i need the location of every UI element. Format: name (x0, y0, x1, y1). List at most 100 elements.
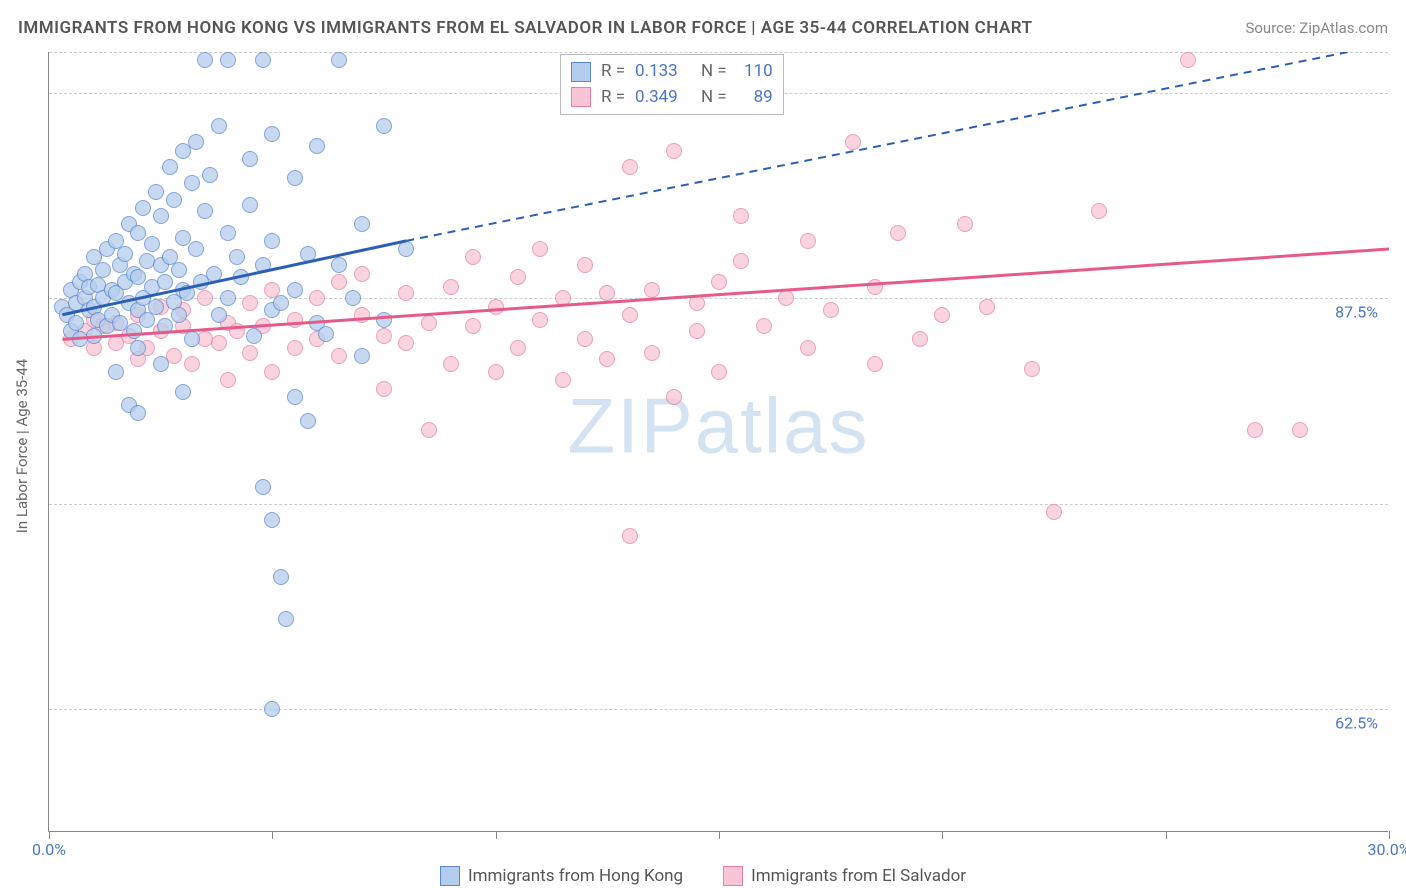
series-legend: Immigrants from Hong Kong Immigrants from… (0, 866, 1406, 886)
scatter-point-es (957, 216, 973, 232)
source-label: Source: ZipAtlas.com (1245, 19, 1388, 37)
scatter-point-hk (95, 262, 111, 278)
scatter-point-es (823, 302, 839, 318)
scatter-point-hk (287, 389, 303, 405)
scatter-point-es (264, 364, 280, 380)
legend-n-value: 110 (737, 59, 773, 85)
scatter-point-hk (175, 230, 191, 246)
correlation-legend: R =0.133N =110R =0.349N =89 (560, 54, 784, 115)
scatter-point-es (867, 356, 883, 372)
scatter-point-hk (211, 307, 227, 323)
scatter-point-hk (108, 364, 124, 380)
x-tick-mark (942, 831, 943, 839)
plot-area: ZIPatlas 62.5%87.5%0.0%30.0% (48, 52, 1388, 832)
title-bar: IMMIGRANTS FROM HONG KONG VS IMMIGRANTS … (18, 18, 1388, 38)
scatter-point-es (287, 340, 303, 356)
scatter-point-hk (331, 52, 347, 68)
scatter-point-hk (376, 312, 392, 328)
gridline-horizontal (49, 504, 1388, 505)
scatter-point-hk (398, 241, 414, 257)
scatter-point-hk (278, 611, 294, 627)
scatter-point-hk (300, 246, 316, 262)
scatter-point-es (376, 328, 392, 344)
scatter-point-es (510, 269, 526, 285)
scatter-point-es (488, 299, 504, 315)
legend-swatch (440, 866, 460, 886)
scatter-point-hk (130, 340, 146, 356)
x-tick-mark (49, 831, 50, 839)
scatter-point-es (242, 295, 258, 311)
y-tick-label: 87.5% (1335, 303, 1378, 322)
scatter-point-es (1247, 422, 1263, 438)
scatter-point-hk (264, 512, 280, 528)
scatter-point-es (229, 323, 245, 339)
scatter-point-es (354, 307, 370, 323)
scatter-point-hk (148, 184, 164, 200)
scatter-point-hk (242, 151, 258, 167)
scatter-point-hk (242, 197, 258, 213)
scatter-point-hk (184, 175, 200, 191)
legend-row: R =0.133N =110 (571, 59, 773, 85)
scatter-point-es (800, 340, 816, 356)
scatter-point-es (465, 318, 481, 334)
scatter-point-es (733, 208, 749, 224)
gridline-horizontal (49, 709, 1388, 710)
scatter-point-es (242, 345, 258, 361)
scatter-point-hk (184, 331, 200, 347)
scatter-point-hk (331, 257, 347, 273)
scatter-point-hk (68, 315, 84, 331)
scatter-point-hk (354, 216, 370, 232)
trend-overlay (49, 52, 1389, 832)
scatter-point-es (287, 312, 303, 328)
scatter-point-es (979, 299, 995, 315)
scatter-point-es (331, 348, 347, 364)
scatter-point-es (666, 389, 682, 405)
scatter-point-hk (144, 236, 160, 252)
scatter-point-hk (117, 246, 133, 262)
scatter-point-es (912, 331, 928, 347)
scatter-point-es (555, 372, 571, 388)
scatter-point-es (689, 323, 705, 339)
scatter-point-hk (188, 134, 204, 150)
scatter-point-hk (345, 290, 361, 306)
scatter-point-es (599, 351, 615, 367)
scatter-point-es (845, 134, 861, 150)
scatter-point-hk (376, 118, 392, 134)
x-tick-mark (272, 831, 273, 839)
x-tick-label: 0.0% (32, 840, 66, 859)
scatter-point-hk (197, 203, 213, 219)
scatter-point-hk (287, 282, 303, 298)
scatter-point-es (376, 381, 392, 397)
scatter-point-es (622, 528, 638, 544)
scatter-point-es (331, 274, 347, 290)
scatter-point-es (532, 241, 548, 257)
scatter-point-es (443, 279, 459, 295)
scatter-point-es (599, 285, 615, 301)
scatter-point-es (622, 307, 638, 323)
scatter-point-es (577, 257, 593, 273)
bottom-legend-item: Immigrants from El Salvador (723, 866, 966, 886)
scatter-point-hk (273, 295, 289, 311)
scatter-point-es (1046, 504, 1062, 520)
scatter-point-es (421, 315, 437, 331)
scatter-point-hk (273, 569, 289, 585)
x-tick-mark (1389, 831, 1390, 839)
scatter-point-es (800, 233, 816, 249)
scatter-point-es (532, 312, 548, 328)
scatter-point-hk (157, 274, 173, 290)
scatter-point-hk (175, 384, 191, 400)
scatter-point-es (689, 295, 705, 311)
legend-swatch (723, 866, 743, 886)
scatter-point-es (1180, 52, 1196, 68)
scatter-point-hk (300, 413, 316, 429)
scatter-point-es (443, 356, 459, 372)
scatter-point-hk (166, 192, 182, 208)
watermark-part2: atlas (695, 381, 870, 469)
scatter-point-hk (233, 269, 249, 285)
scatter-point-hk (246, 328, 262, 344)
y-tick-label: 62.5% (1335, 713, 1378, 732)
legend-n-label: N = (701, 59, 727, 85)
bottom-legend-item: Immigrants from Hong Kong (440, 866, 683, 886)
scatter-point-hk (354, 348, 370, 364)
watermark: ZIPatlas (567, 380, 869, 471)
